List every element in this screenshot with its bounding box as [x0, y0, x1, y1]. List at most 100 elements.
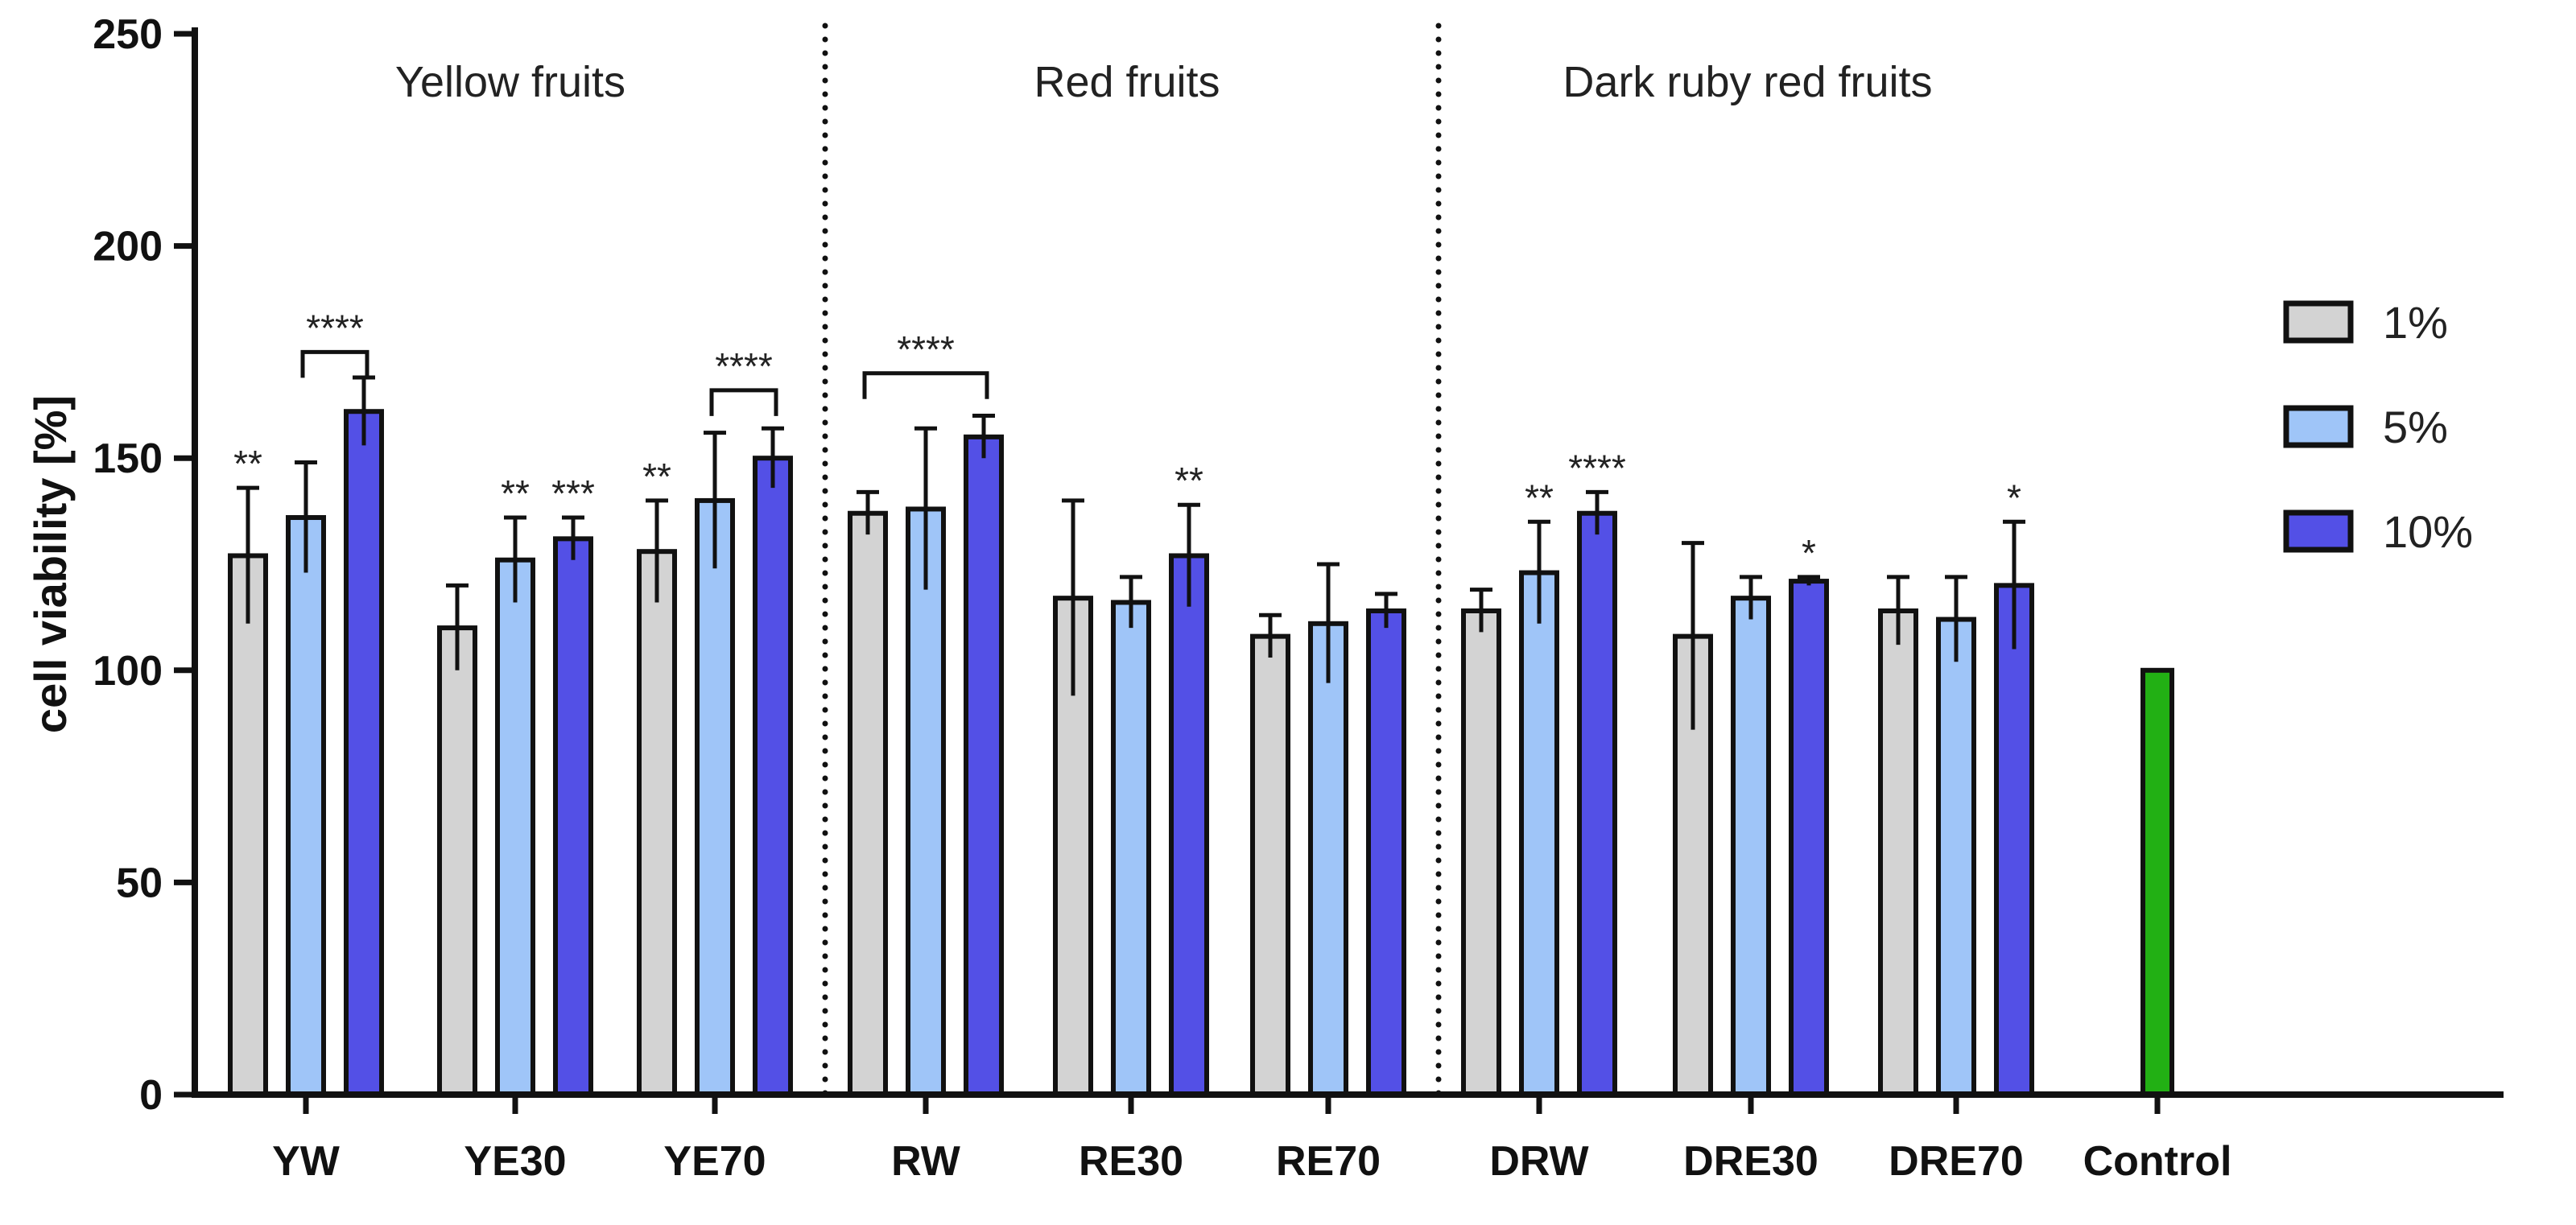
bar	[1878, 608, 1918, 1097]
significance-marker: **	[1174, 460, 1203, 501]
bar	[1936, 617, 1976, 1097]
bar	[695, 497, 735, 1097]
bar	[1789, 579, 1829, 1097]
error-bar	[762, 426, 784, 489]
x-tick-label: YW	[272, 1138, 341, 1185]
y-tick-label: 150	[93, 435, 163, 482]
significance-marker: ****	[1568, 447, 1626, 489]
group-label: Dark ruby red fruits	[1563, 58, 1932, 106]
legend-entry: 10%	[2283, 506, 2473, 557]
y-tick-label: 250	[93, 11, 163, 58]
group-label: Red fruits	[1034, 58, 1220, 106]
y-tick-label: 50	[116, 860, 163, 906]
significance-bracket: ****	[862, 328, 989, 399]
bar	[753, 456, 793, 1097]
legend-label: 1%	[2383, 297, 2448, 348]
x-tick-label: RE70	[1276, 1138, 1381, 1185]
bar	[906, 506, 946, 1097]
x-tick-label: YE30	[464, 1138, 566, 1185]
bars-layer	[228, 375, 2174, 1097]
x-tick-label: DRW	[1489, 1138, 1589, 1185]
error-bar	[562, 515, 584, 560]
error-bar	[857, 489, 879, 535]
legend-swatch	[2283, 509, 2354, 553]
bar	[1111, 600, 1151, 1097]
bracket-line	[862, 371, 989, 399]
legend-swatch	[2283, 300, 2354, 344]
y-tick-label: 200	[93, 224, 163, 270]
bar	[1308, 621, 1348, 1097]
bar	[286, 515, 326, 1097]
error-bar	[1887, 575, 1909, 645]
error-bar	[1798, 575, 1820, 586]
legend-label: 5%	[2383, 402, 2448, 452]
bar	[848, 510, 888, 1097]
bar	[1519, 570, 1559, 1097]
group-label: Yellow fruits	[395, 58, 625, 106]
error-bar	[1470, 588, 1492, 633]
significance-layer: **** *** ** ** **************** ****	[233, 307, 2021, 573]
bar	[553, 536, 593, 1097]
error-bar	[1178, 502, 1200, 607]
significance-marker: **	[501, 472, 530, 514]
significance-marker: *	[1802, 532, 1816, 574]
error-bar	[1375, 592, 1397, 629]
error-bar	[353, 375, 375, 446]
legend-entry: 1%	[2283, 297, 2448, 348]
bracket-line	[709, 388, 778, 416]
error-bar	[295, 460, 317, 573]
significance-marker: **	[233, 443, 262, 485]
bar	[1169, 553, 1209, 1097]
bar	[1366, 608, 1406, 1097]
error-bar	[1586, 489, 1608, 535]
error-bar	[237, 485, 259, 624]
x-tick-label: YE70	[663, 1138, 766, 1185]
error-bar	[504, 515, 526, 603]
significance-marker: **	[642, 456, 671, 497]
significance-bracket: ****	[709, 345, 778, 416]
bar	[437, 625, 477, 1097]
bracket-label: ****	[897, 328, 955, 370]
x-tick-label: DRE70	[1889, 1138, 2024, 1185]
control-bar	[2140, 667, 2174, 1097]
significance-marker: **	[1525, 476, 1554, 518]
error-bar	[1740, 575, 1762, 620]
bar	[228, 553, 268, 1097]
bar	[637, 549, 677, 1097]
error-bar	[1945, 575, 1967, 662]
error-bar	[2003, 519, 2025, 650]
error-bar	[914, 426, 937, 590]
labels-layer: Yellow fruits Red fruits Dark ruby red fru…	[395, 58, 1933, 106]
y-tick-label: 100	[93, 648, 163, 695]
error-bar	[1317, 562, 1340, 683]
bar	[495, 557, 535, 1097]
x-tick-label: RW	[891, 1138, 961, 1185]
significance-marker: *	[2007, 476, 2021, 518]
error-bar	[1062, 498, 1084, 696]
group-separators	[822, 23, 1442, 1098]
y-tick-label: 0	[139, 1072, 163, 1119]
legend-swatch	[2283, 405, 2354, 448]
error-bar	[972, 413, 995, 459]
bracket-line	[300, 349, 369, 378]
significance-bracket: ****	[300, 307, 369, 378]
bracket-label: ****	[715, 345, 773, 387]
x-tick-label: Control	[2083, 1138, 2232, 1185]
legend-label: 10%	[2383, 506, 2473, 557]
bar	[964, 434, 1004, 1097]
bar	[1577, 510, 1617, 1097]
significance-marker: ***	[551, 472, 595, 514]
bar	[1731, 596, 1771, 1097]
bar	[1250, 633, 1290, 1097]
y-axis-title: cell viability [%]	[25, 395, 76, 733]
error-bar	[1528, 519, 1550, 624]
bar	[344, 409, 384, 1097]
error-bar	[446, 583, 469, 670]
error-bar	[1120, 575, 1142, 629]
error-bar	[704, 431, 726, 569]
error-bar	[1259, 612, 1282, 658]
x-tick-label: DRE30	[1683, 1138, 1818, 1185]
error-bar	[646, 498, 668, 603]
